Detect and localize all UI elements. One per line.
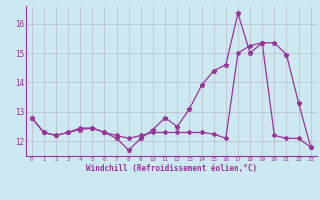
X-axis label: Windchill (Refroidissement éolien,°C): Windchill (Refroidissement éolien,°C) <box>86 164 257 173</box>
